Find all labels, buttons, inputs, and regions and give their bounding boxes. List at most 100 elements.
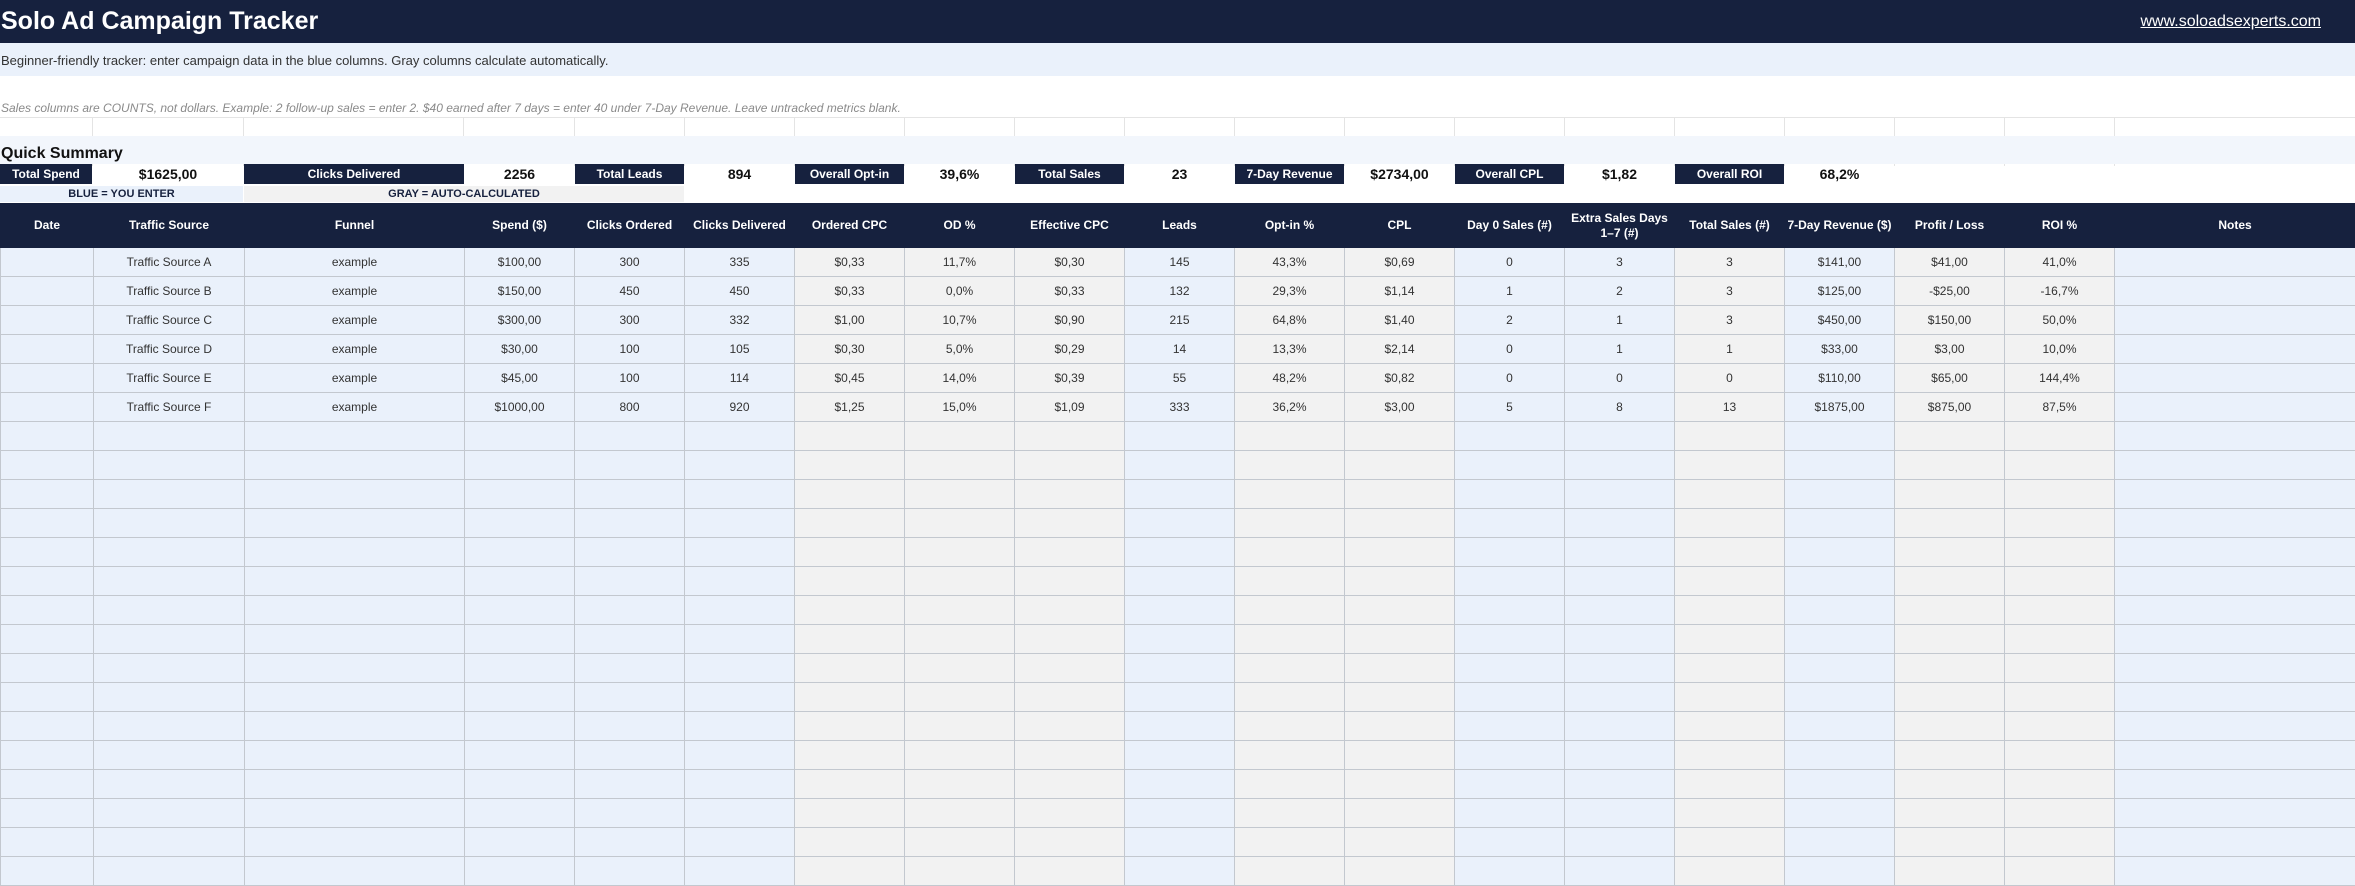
empty-cell[interactable] <box>94 770 245 799</box>
table-cell[interactable]: -$25,00 <box>1895 277 2005 306</box>
empty-cell[interactable] <box>1015 857 1125 886</box>
empty-cell[interactable] <box>685 596 795 625</box>
table-cell[interactable]: $450,00 <box>1785 306 1895 335</box>
table-cell[interactable]: 3 <box>1565 248 1675 277</box>
table-cell[interactable] <box>2115 248 2355 277</box>
empty-cell[interactable] <box>94 654 245 683</box>
empty-cell[interactable] <box>1015 799 1125 828</box>
empty-cell[interactable] <box>795 654 905 683</box>
empty-cell[interactable] <box>2115 654 2355 683</box>
table-cell[interactable]: Traffic Source B <box>94 277 245 306</box>
table-cell[interactable]: $300,00 <box>465 306 575 335</box>
empty-cell[interactable] <box>1455 422 1565 451</box>
empty-cell[interactable] <box>1015 741 1125 770</box>
table-cell[interactable]: $0,29 <box>1015 335 1125 364</box>
empty-cell[interactable] <box>1345 567 1455 596</box>
table-cell[interactable]: 100 <box>575 335 685 364</box>
empty-cell[interactable] <box>1015 567 1125 596</box>
table-cell[interactable]: $2,14 <box>1345 335 1455 364</box>
empty-cell[interactable] <box>1125 683 1235 712</box>
empty-cell[interactable] <box>575 683 685 712</box>
table-cell[interactable]: $0,39 <box>1015 364 1125 393</box>
table-cell[interactable]: $100,00 <box>465 248 575 277</box>
website-link[interactable]: www.soloadsexperts.com <box>2140 13 2321 31</box>
empty-cell[interactable] <box>905 480 1015 509</box>
empty-cell[interactable] <box>575 596 685 625</box>
empty-cell[interactable] <box>685 451 795 480</box>
empty-cell[interactable] <box>1125 567 1235 596</box>
empty-cell[interactable] <box>1895 596 2005 625</box>
table-cell[interactable]: $3,00 <box>1345 393 1455 422</box>
empty-cell[interactable] <box>1 596 94 625</box>
table-cell[interactable]: 0 <box>1565 364 1675 393</box>
table-cell[interactable]: 11,7% <box>905 248 1015 277</box>
empty-cell[interactable] <box>2115 538 2355 567</box>
empty-cell[interactable] <box>1235 799 1345 828</box>
empty-cell[interactable] <box>1235 683 1345 712</box>
table-cell[interactable]: $150,00 <box>465 277 575 306</box>
empty-cell[interactable] <box>1675 596 1785 625</box>
empty-cell[interactable] <box>1675 451 1785 480</box>
table-cell[interactable]: $0,30 <box>1015 248 1125 277</box>
empty-cell[interactable] <box>1455 828 1565 857</box>
table-cell[interactable]: 5,0% <box>905 335 1015 364</box>
table-cell[interactable]: $0,33 <box>795 248 905 277</box>
empty-cell[interactable] <box>685 480 795 509</box>
table-cell[interactable]: 105 <box>685 335 795 364</box>
empty-cell[interactable] <box>245 770 465 799</box>
empty-cell[interactable] <box>1895 538 2005 567</box>
empty-cell[interactable] <box>795 567 905 596</box>
empty-cell[interactable] <box>1125 828 1235 857</box>
empty-cell[interactable] <box>1125 538 1235 567</box>
empty-cell[interactable] <box>1235 451 1345 480</box>
empty-cell[interactable] <box>905 741 1015 770</box>
empty-cell[interactable] <box>1895 422 2005 451</box>
empty-cell[interactable] <box>1675 770 1785 799</box>
empty-cell[interactable] <box>2005 625 2115 654</box>
empty-cell[interactable] <box>795 683 905 712</box>
table-cell[interactable]: 920 <box>685 393 795 422</box>
table-cell[interactable]: 1 <box>1455 277 1565 306</box>
empty-cell[interactable] <box>1675 538 1785 567</box>
empty-cell[interactable] <box>795 799 905 828</box>
empty-cell[interactable] <box>1785 422 1895 451</box>
empty-cell[interactable] <box>2115 509 2355 538</box>
empty-cell[interactable] <box>465 799 575 828</box>
empty-cell[interactable] <box>1 480 94 509</box>
empty-cell[interactable] <box>1125 799 1235 828</box>
empty-cell[interactable] <box>1 712 94 741</box>
empty-cell[interactable] <box>94 509 245 538</box>
table-cell[interactable]: $0,82 <box>1345 364 1455 393</box>
empty-cell[interactable] <box>1565 770 1675 799</box>
empty-cell[interactable] <box>2115 741 2355 770</box>
empty-cell[interactable] <box>1125 596 1235 625</box>
table-cell[interactable]: 145 <box>1125 248 1235 277</box>
empty-cell[interactable] <box>1565 451 1675 480</box>
empty-cell[interactable] <box>1125 451 1235 480</box>
empty-cell[interactable] <box>795 422 905 451</box>
empty-cell[interactable] <box>1565 654 1675 683</box>
table-cell[interactable]: example <box>245 277 465 306</box>
table-cell[interactable]: $45,00 <box>465 364 575 393</box>
empty-cell[interactable] <box>685 741 795 770</box>
empty-cell[interactable] <box>1345 828 1455 857</box>
empty-cell[interactable] <box>795 828 905 857</box>
empty-cell[interactable] <box>1125 654 1235 683</box>
table-cell[interactable]: $0,33 <box>1015 277 1125 306</box>
table-cell[interactable]: $0,33 <box>795 277 905 306</box>
empty-cell[interactable] <box>1015 538 1125 567</box>
empty-cell[interactable] <box>94 799 245 828</box>
empty-cell[interactable] <box>2005 712 2115 741</box>
table-cell[interactable] <box>1 393 94 422</box>
table-cell[interactable]: 48,2% <box>1235 364 1345 393</box>
empty-cell[interactable] <box>1455 857 1565 886</box>
empty-cell[interactable] <box>1455 480 1565 509</box>
empty-cell[interactable] <box>2115 567 2355 596</box>
empty-cell[interactable] <box>245 741 465 770</box>
empty-cell[interactable] <box>575 857 685 886</box>
empty-cell[interactable] <box>905 422 1015 451</box>
empty-cell[interactable] <box>905 770 1015 799</box>
empty-cell[interactable] <box>1 741 94 770</box>
empty-cell[interactable] <box>1785 799 1895 828</box>
empty-cell[interactable] <box>2115 712 2355 741</box>
